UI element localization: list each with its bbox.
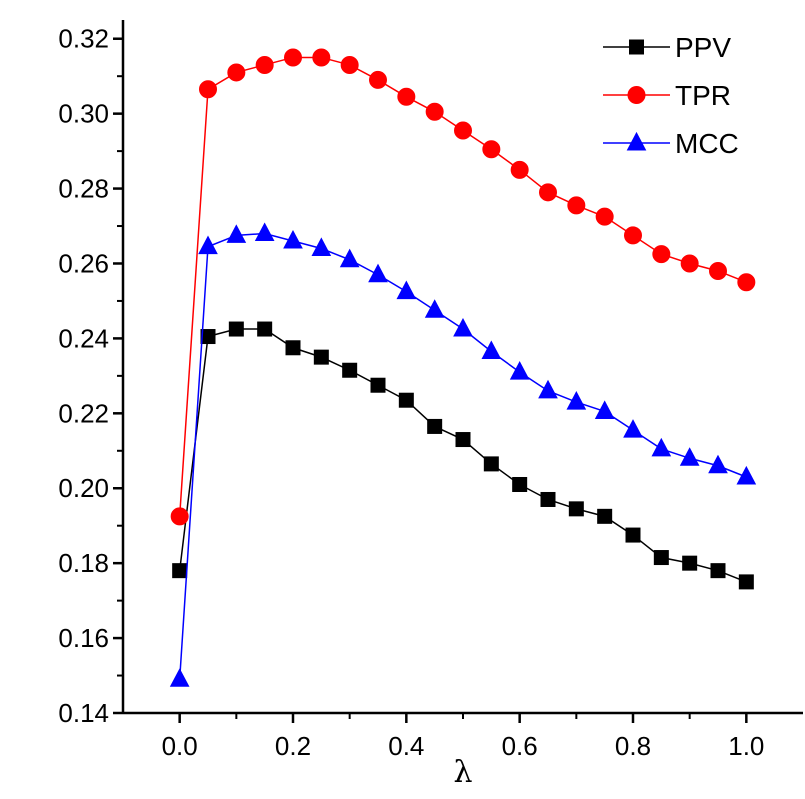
data-point-tpr (510, 160, 529, 179)
data-point-tpr (425, 102, 444, 121)
data-point-ppv (285, 340, 301, 356)
data-point-mcc (453, 317, 473, 337)
data-point-tpr (539, 183, 557, 202)
data-point-mcc (198, 235, 218, 255)
data-point-ppv (257, 321, 273, 337)
y-tick-label: 0.20 (58, 473, 109, 503)
x-tick-label: 0.8 (615, 731, 651, 761)
y-tick-label: 0.18 (58, 548, 109, 578)
data-point-ppv (370, 377, 386, 393)
legend-marker-ppv (629, 39, 644, 55)
data-point-ppv (483, 456, 499, 472)
data-point-tpr (567, 196, 586, 215)
data-point-ppv (738, 574, 754, 590)
data-point-ppv (427, 418, 443, 434)
y-tick-label: 0.24 (58, 323, 109, 353)
data-point-tpr (284, 48, 302, 67)
data-point-tpr (227, 63, 246, 82)
data-point-mcc (169, 668, 190, 687)
data-point-mcc (736, 465, 757, 485)
y-tick-label: 0.30 (58, 99, 109, 129)
data-point-ppv (625, 527, 641, 543)
x-tick-label: 0.2 (275, 731, 311, 761)
data-point-ppv (597, 508, 613, 524)
data-point-ppv (200, 329, 216, 345)
legend-item-tpr: TPR (603, 80, 731, 111)
data-point-tpr (312, 48, 331, 67)
data-point-ppv (682, 555, 698, 571)
y-tick-label: 0.14 (58, 698, 109, 728)
y-tick-label: 0.26 (58, 248, 109, 278)
legend: PPV TPR MCC (603, 32, 739, 159)
series-ppv (172, 321, 754, 590)
data-point-mcc (368, 263, 388, 283)
data-point-mcc (651, 437, 672, 457)
data-point-ppv (512, 476, 528, 492)
series-layer (169, 48, 757, 687)
data-point-mcc (566, 391, 587, 410)
x-tick-label: 1.0 (728, 731, 764, 761)
data-point-tpr (709, 261, 727, 280)
legend-marker-mcc (626, 131, 647, 151)
data-point-ppv (653, 550, 669, 566)
data-point-ppv (455, 432, 471, 448)
data-point-ppv (710, 563, 726, 579)
x-tick-label: 0.4 (388, 731, 424, 761)
y-tick-label: 0.32 (58, 24, 109, 54)
data-point-ppv (313, 349, 329, 365)
data-point-mcc (424, 299, 445, 318)
data-point-tpr (340, 55, 359, 74)
legend-item-mcc: MCC (603, 128, 739, 159)
data-point-tpr (737, 273, 756, 292)
data-point-mcc (481, 340, 502, 360)
x-tick-label: 0.6 (502, 731, 538, 761)
data-point-mcc (254, 222, 275, 242)
data-point-tpr (482, 140, 501, 159)
legend-marker-tpr (627, 86, 646, 104)
x-tick-label: 0.0 (162, 731, 198, 761)
data-point-tpr (595, 207, 614, 226)
data-point-tpr (624, 226, 642, 245)
legend-label-ppv: PPV (675, 32, 731, 63)
y-tick-label: 0.22 (58, 398, 109, 428)
data-point-mcc (226, 224, 247, 243)
data-point-tpr (170, 507, 189, 526)
data-point-ppv (342, 362, 358, 378)
data-point-ppv (568, 501, 584, 517)
data-point-ppv (172, 563, 188, 579)
axes: 0.14 0.16 0.18 0.20 0.22 0.24 0.26 0.28 0.30 0.32… (58, 20, 803, 761)
data-point-mcc (311, 237, 332, 257)
series-mcc (169, 222, 757, 687)
data-point-tpr (397, 87, 416, 106)
data-point-tpr (199, 80, 217, 99)
data-point-mcc (708, 454, 728, 474)
data-point-tpr (255, 55, 274, 74)
data-point-tpr (680, 254, 699, 273)
data-point-tpr (454, 121, 472, 140)
data-point-ppv (540, 491, 556, 507)
y-tick-label: 0.28 (58, 174, 109, 204)
y-tick-label: 0.16 (58, 623, 109, 653)
data-point-mcc (594, 400, 615, 419)
data-point-mcc (509, 361, 530, 380)
data-point-mcc (396, 280, 417, 300)
data-point-mcc (679, 447, 700, 466)
data-point-tpr (369, 70, 387, 89)
data-point-mcc (623, 419, 643, 438)
data-point-mcc (283, 229, 303, 249)
data-point-mcc (339, 248, 360, 268)
series-tpr (170, 48, 756, 526)
x-axis-title: λ (453, 755, 472, 790)
data-point-ppv (228, 321, 244, 337)
data-point-tpr (652, 245, 671, 264)
legend-item-ppv: PPV (603, 32, 731, 63)
data-point-ppv (398, 392, 414, 408)
legend-label-tpr: TPR (675, 80, 731, 111)
data-point-mcc (538, 379, 558, 399)
legend-label-mcc: MCC (675, 128, 739, 159)
